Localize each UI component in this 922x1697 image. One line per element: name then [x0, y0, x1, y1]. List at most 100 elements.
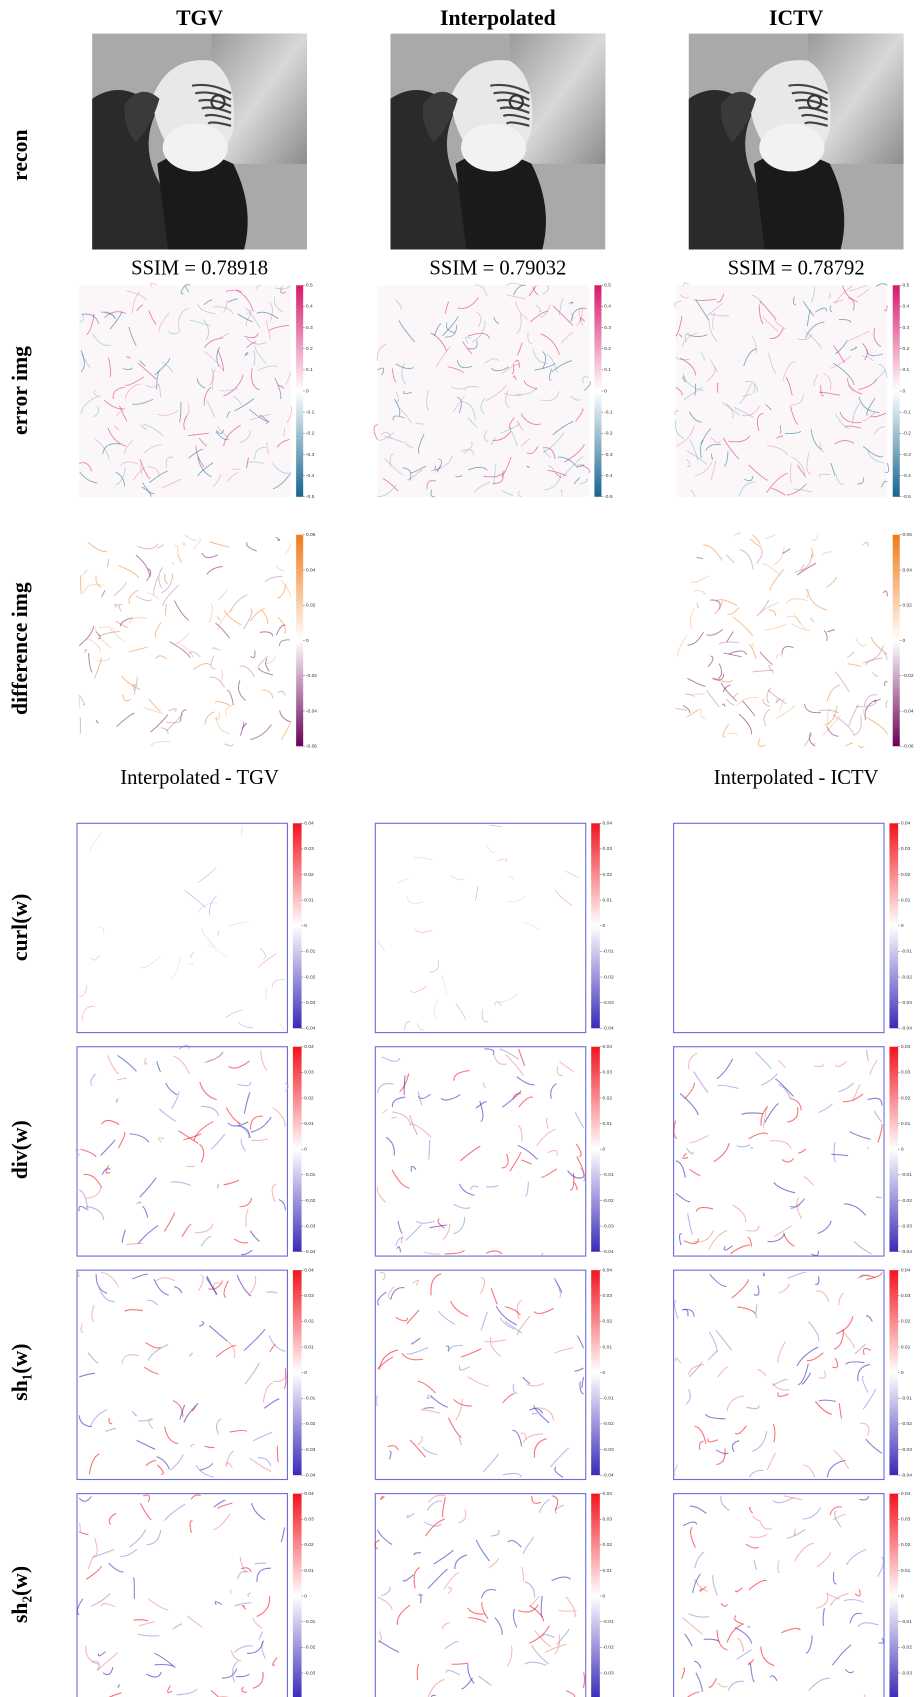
colorbar: [296, 534, 304, 747]
texture-stroke: [433, 1549, 454, 1565]
texture-stroke: [551, 1576, 571, 1582]
texture-stroke: [187, 962, 193, 965]
texture-stroke: [254, 345, 267, 365]
texture-stroke: [437, 1218, 445, 1229]
texture-stroke: [486, 1184, 499, 1188]
texture-stroke: [823, 630, 828, 641]
texture-stroke: [827, 629, 835, 633]
field-image: [374, 822, 587, 1034]
texture-stroke: [581, 1376, 585, 1389]
texture-stroke: [883, 305, 888, 312]
colorbar-tick-label: -0.4: [604, 473, 613, 479]
texture-stroke: [778, 1083, 791, 1099]
texture-stroke: [467, 1664, 475, 1685]
texture-stroke: [853, 1240, 872, 1255]
colorbar-tick-label: -0.01: [901, 1619, 912, 1625]
texture-stroke: [693, 1660, 702, 1669]
texture-stroke: [403, 1075, 406, 1096]
texture-stroke: [754, 1051, 772, 1069]
texture-stroke: [200, 1105, 219, 1117]
texture-stroke: [135, 554, 151, 577]
texture-stroke: [162, 478, 182, 489]
texture-stroke: [511, 363, 515, 374]
texture-stroke: [785, 376, 793, 396]
texture-stroke: [80, 395, 102, 414]
texture-stroke: [693, 1229, 714, 1243]
texture-stroke: [403, 390, 412, 394]
texture-stroke: [209, 541, 230, 548]
texture-stroke: [388, 1450, 392, 1460]
texture-stroke: [687, 333, 708, 338]
texture-stroke: [556, 1066, 563, 1077]
texture-stroke: [826, 1459, 846, 1478]
texture-stroke: [95, 720, 99, 724]
texture-stroke: [542, 284, 550, 295]
texture-stroke: [139, 1177, 157, 1198]
panel-frame: [76, 1493, 288, 1697]
texture-stroke: [484, 358, 500, 364]
colorbar-tick-label: 0.2: [604, 346, 611, 352]
texture-stroke: [266, 442, 270, 455]
texture-stroke: [576, 1156, 585, 1178]
texture-stroke: [378, 1349, 398, 1370]
texture-stroke: [503, 392, 523, 397]
colorbar-tick-label: 0.03: [603, 846, 613, 852]
texture-stroke: [480, 1588, 497, 1599]
colorbar-tick-label: -0.04: [304, 1249, 315, 1255]
texture-stroke: [694, 1551, 705, 1569]
colorbar-tick-label: 0.2: [902, 346, 909, 352]
texture-stroke: [243, 1092, 251, 1114]
texture-stroke: [257, 1457, 272, 1467]
texture-stroke: [376, 1186, 387, 1203]
row-label: error img: [8, 346, 32, 435]
texture-stroke: [863, 694, 878, 706]
texture-stroke: [859, 1495, 870, 1501]
texture-stroke: [79, 471, 98, 484]
texture-stroke: [810, 617, 815, 623]
texture-stroke: [277, 690, 286, 696]
texture-stroke: [468, 466, 488, 471]
texture-stroke: [154, 1663, 174, 1667]
texture-stroke: [508, 427, 518, 447]
texture-stroke: [185, 284, 191, 293]
texture-stroke: [467, 416, 478, 428]
texture-stroke: [80, 1323, 84, 1333]
texture-stroke: [573, 477, 581, 485]
texture-stroke: [107, 427, 126, 447]
texture-stroke: [872, 671, 879, 677]
texture-stroke: [722, 723, 730, 738]
texture-stroke: [250, 650, 256, 659]
texture-stroke: [495, 1305, 517, 1326]
texture-stroke: [849, 1131, 871, 1140]
texture-stroke: [688, 1363, 704, 1376]
texture-stroke: [877, 1556, 885, 1577]
texture-stroke: [716, 1448, 726, 1466]
texture-stroke: [448, 366, 464, 374]
texture-stroke: [399, 1073, 410, 1093]
texture-stroke: [457, 297, 479, 309]
texture-stroke: [413, 857, 434, 861]
colorbar: [292, 1493, 302, 1697]
texture-stroke: [497, 994, 518, 1003]
texture-stroke: [531, 1495, 542, 1504]
texture-stroke: [181, 1223, 192, 1238]
colorbar-tick-label: -0.04: [603, 1696, 614, 1697]
texture-stroke: [395, 363, 414, 370]
texture-stroke: [264, 575, 283, 582]
texture-stroke: [215, 431, 230, 441]
texture-stroke: [228, 1060, 250, 1069]
texture-stroke: [751, 643, 755, 648]
texture-stroke: [760, 1105, 769, 1126]
colorbar-tick-label: 0.4: [604, 304, 611, 310]
texture-stroke: [101, 1119, 120, 1126]
texture-stroke: [705, 443, 721, 451]
texture-stroke: [268, 324, 290, 331]
colorbar: [591, 1493, 600, 1697]
texture-stroke: [867, 1097, 883, 1106]
texture-stroke: [181, 541, 186, 546]
error-image: [373, 282, 592, 498]
texture-stroke: [232, 395, 242, 405]
texture-stroke: [776, 435, 784, 439]
texture-stroke: [148, 698, 161, 712]
texture-stroke: [132, 398, 154, 405]
